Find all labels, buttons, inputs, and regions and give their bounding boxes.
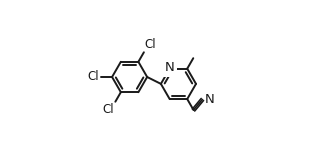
Text: N: N xyxy=(165,61,175,74)
Text: Cl: Cl xyxy=(88,71,99,83)
Text: Cl: Cl xyxy=(103,103,115,116)
Text: Cl: Cl xyxy=(145,38,156,51)
Text: N: N xyxy=(204,93,214,106)
